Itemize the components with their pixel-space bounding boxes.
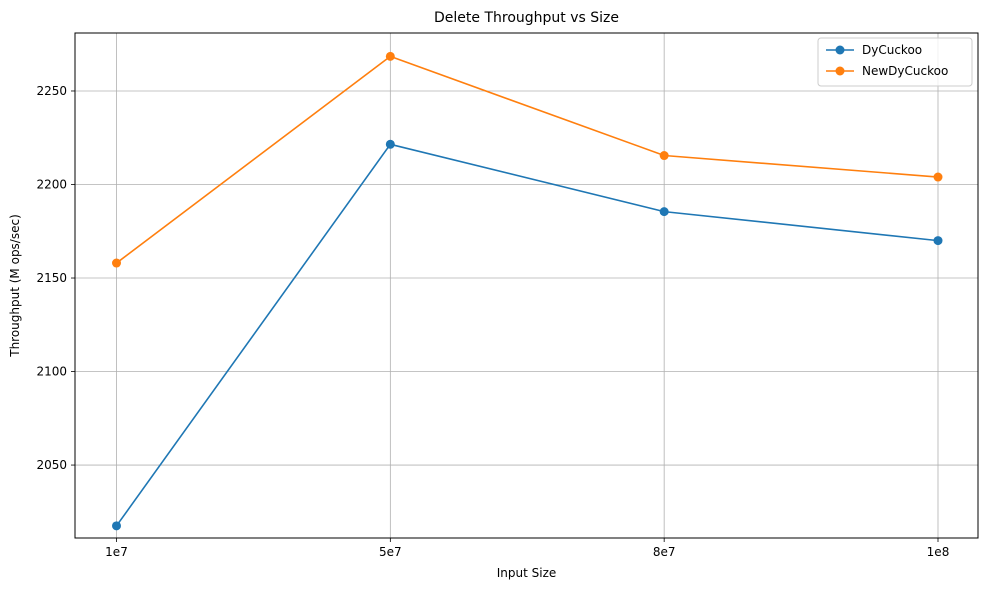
x-tick-label: 1e8: [927, 545, 950, 559]
y-axis-label: Throughput (M ops/sec): [8, 214, 22, 358]
ticks: 1e7 5e7 8e7 1e8 2050 2100 2150 2200 2250: [36, 84, 949, 559]
data-point-dycuckoo: [112, 521, 121, 531]
x-tick-label: 8e7: [653, 545, 676, 559]
legend-box: [817, 37, 973, 87]
x-tick-label: 5e7: [379, 545, 402, 559]
y-tick-label: 2050: [36, 458, 67, 472]
series-line-newdycuckoo: [116, 55, 939, 264]
grid: [75, 33, 978, 538]
series-line-dycuckoo: [115, 143, 939, 527]
y-tick-label: 2200: [36, 178, 67, 192]
legend-marker-dycuckoo: [835, 45, 845, 55]
y-tick-label: 2150: [36, 271, 67, 285]
data-point-dycuckoo: [385, 139, 395, 149]
data-point-newdycuckoo: [112, 258, 121, 268]
y-tick-label: 2100: [36, 365, 67, 379]
data-point-newdycuckoo: [385, 51, 395, 61]
plot-frame: [74, 32, 979, 539]
x-axis-label: Input Size: [497, 566, 557, 580]
data-point-dycuckoo: [659, 207, 669, 217]
data-point-newdycuckoo: [933, 172, 943, 182]
series-group: [112, 51, 943, 531]
legend: DyCuckoo NewDyCuckoo: [817, 37, 973, 87]
chart-title: Delete Throughput vs Size: [434, 10, 619, 26]
legend-marker-newdycuckoo: [835, 66, 845, 76]
x-tick-label: 1e7: [105, 545, 128, 559]
data-point-dycuckoo: [933, 236, 943, 246]
legend-label-newdycuckoo: NewDyCuckoo: [862, 64, 948, 78]
data-point-newdycuckoo: [659, 151, 669, 161]
legend-label-dycuckoo: DyCuckoo: [862, 43, 922, 57]
y-tick-label: 2250: [36, 84, 67, 98]
